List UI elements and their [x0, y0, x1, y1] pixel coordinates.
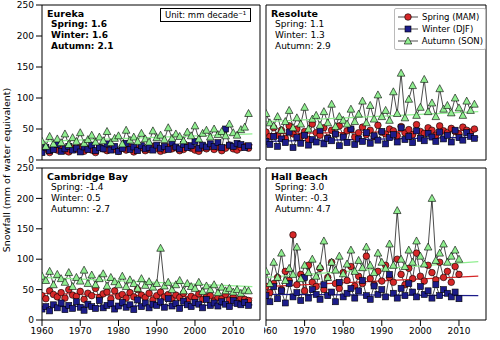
- svg-text:1960: 1960: [31, 326, 54, 336]
- svg-text:50: 50: [23, 124, 35, 134]
- svg-text:Snowfall (mm of water equivale: Snowfall (mm of water equivalent): [8, 88, 12, 253]
- html-text:Autumn (SON): Autumn (SON): [421, 36, 483, 46]
- html-text:Resolute: Resolute: [271, 8, 318, 19]
- svg-text:2000: 2000: [409, 326, 432, 336]
- html-text:Autumn: 4.7: Autumn: 4.7: [275, 204, 331, 214]
- svg-text:1970: 1970: [293, 326, 316, 336]
- html-text:Spring: -1.4: Spring: -1.4: [51, 182, 104, 192]
- svg-text:1980: 1980: [332, 326, 355, 336]
- svg-text:1960: 1960: [264, 326, 278, 336]
- html-text:Winter: 0.5: Winter: 0.5: [51, 193, 101, 203]
- svg-text:250: 250: [17, 0, 34, 10]
- html-text:Unit: mm decade⁻¹: Unit: mm decade⁻¹: [165, 10, 247, 20]
- html-text:Winter: 1.3: Winter: 1.3: [275, 30, 325, 40]
- svg-text:2010: 2010: [222, 326, 245, 336]
- html-text:Cambridge Bay: Cambridge Bay: [47, 171, 128, 182]
- svg-text:1990: 1990: [370, 326, 393, 336]
- svg-text:1980: 1980: [107, 326, 130, 336]
- svg-text:200: 200: [17, 194, 34, 204]
- svg-text:250: 250: [17, 163, 34, 173]
- svg-text:0: 0: [28, 155, 34, 163]
- svg-text:50: 50: [23, 285, 35, 295]
- html-text:Autumn: 2.9: Autumn: 2.9: [275, 41, 331, 51]
- svg-text:2000: 2000: [184, 326, 207, 336]
- html-text:Spring: 1.6: Spring: 1.6: [51, 19, 107, 29]
- html-text:Autumn: -2.7: Autumn: -2.7: [51, 204, 110, 214]
- svg-text:150: 150: [17, 224, 34, 234]
- html-text:Eureka: Eureka: [47, 8, 85, 19]
- svg-text:2010: 2010: [448, 326, 471, 336]
- html-text:Winter: -0.3: Winter: -0.3: [275, 193, 328, 203]
- html-text:Hall Beach: Hall Beach: [271, 171, 328, 182]
- html-text:Spring: 3.0: Spring: 3.0: [275, 182, 325, 192]
- svg-text:150: 150: [17, 62, 34, 72]
- svg-text:200: 200: [17, 31, 34, 41]
- html-text:Spring: 1.1: Spring: 1.1: [275, 19, 325, 29]
- svg-text:0: 0: [28, 315, 34, 325]
- html-text:Autumn: 2.1: Autumn: 2.1: [51, 41, 114, 51]
- svg-text:1990: 1990: [145, 326, 168, 336]
- html-text:Winter: 1.6: Winter: 1.6: [51, 30, 108, 40]
- svg-text:100: 100: [17, 254, 34, 264]
- svg-text:100: 100: [17, 93, 34, 103]
- svg-text:1970: 1970: [69, 326, 92, 336]
- html-text:Winter (DJF): Winter (DJF): [422, 24, 474, 34]
- html-text:Spring (MAM): Spring (MAM): [422, 12, 480, 22]
